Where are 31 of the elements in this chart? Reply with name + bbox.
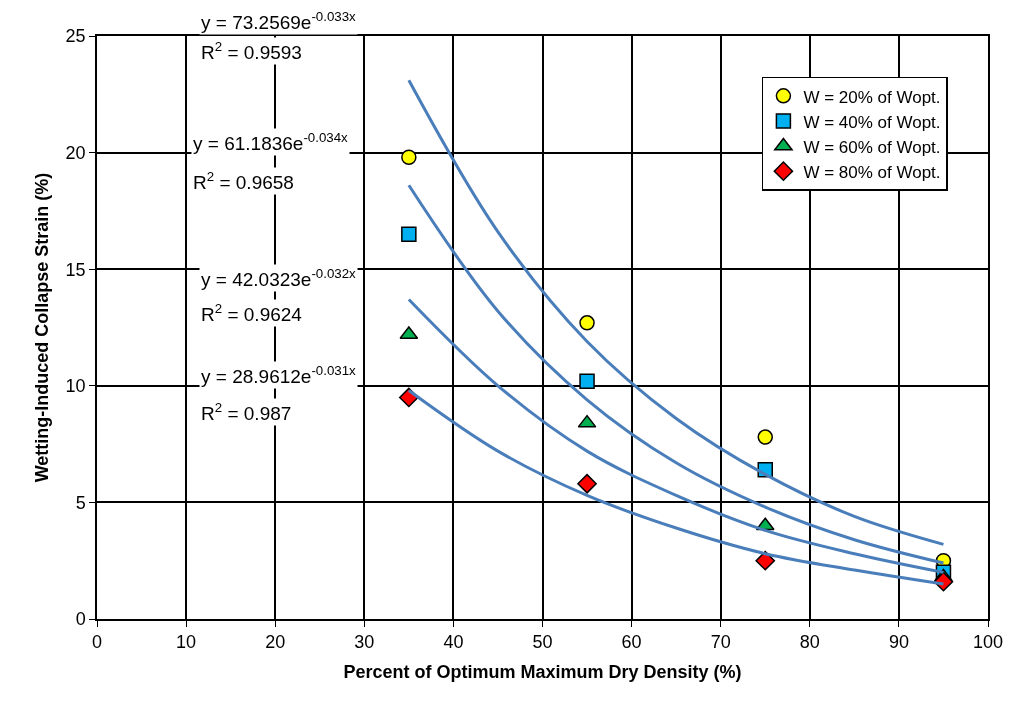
- annotation: y = 42.0323e$^{-0.032x}$: [201, 266, 357, 290]
- x-tick-label: 40: [443, 632, 464, 653]
- x-tick-label: 70: [710, 632, 731, 653]
- x-tick-label: 20: [265, 632, 286, 653]
- legend-label: W = 20% of Wopt.: [803, 87, 941, 107]
- x-tick-label: 90: [888, 632, 909, 653]
- x-tick-label: 60: [621, 632, 642, 653]
- x-tick-label: 100: [972, 632, 1004, 653]
- y-tick-label: 20: [65, 142, 86, 163]
- x-axis-title: Percent of Optimum Maximum Dry Density (%): [343, 661, 742, 682]
- y-tick-label: 0: [75, 609, 86, 630]
- legend-label: W = 80% of Wopt.: [803, 162, 941, 182]
- x-tick-label: 50: [532, 632, 553, 653]
- annotation: R$^{2}$ = 0.9593: [201, 39, 302, 63]
- y-axis-title: Wetting-Induced Collapse Strain (%): [32, 172, 53, 483]
- y-tick-label: 5: [75, 492, 86, 513]
- y-tick-label: 10: [65, 376, 86, 397]
- text: y = 73.2569e$^{-0.033x}$: [201, 9, 357, 33]
- x-tick-label: 30: [354, 632, 375, 653]
- annotation: R$^{2}$ = 0.9658: [193, 169, 294, 193]
- annotation: R$^{2}$ = 0.9624: [201, 301, 303, 325]
- y-tick-label: 15: [65, 259, 86, 280]
- annotation: R$^{2}$ = 0.987: [201, 400, 292, 424]
- x-tick-label: 0: [91, 632, 103, 653]
- y-tick-label: 25: [65, 26, 86, 47]
- x-tick-label: 10: [176, 632, 197, 653]
- annotation: y = 61.1836e$^{-0.034x}$: [193, 130, 349, 154]
- annotation: y = 28.9612e$^{-0.031x}$: [201, 363, 357, 387]
- x-tick-label: 80: [799, 632, 820, 653]
- legend-label: W = 60% of Wopt.: [803, 137, 941, 157]
- legend-label: W = 40% of Wopt.: [803, 112, 941, 132]
